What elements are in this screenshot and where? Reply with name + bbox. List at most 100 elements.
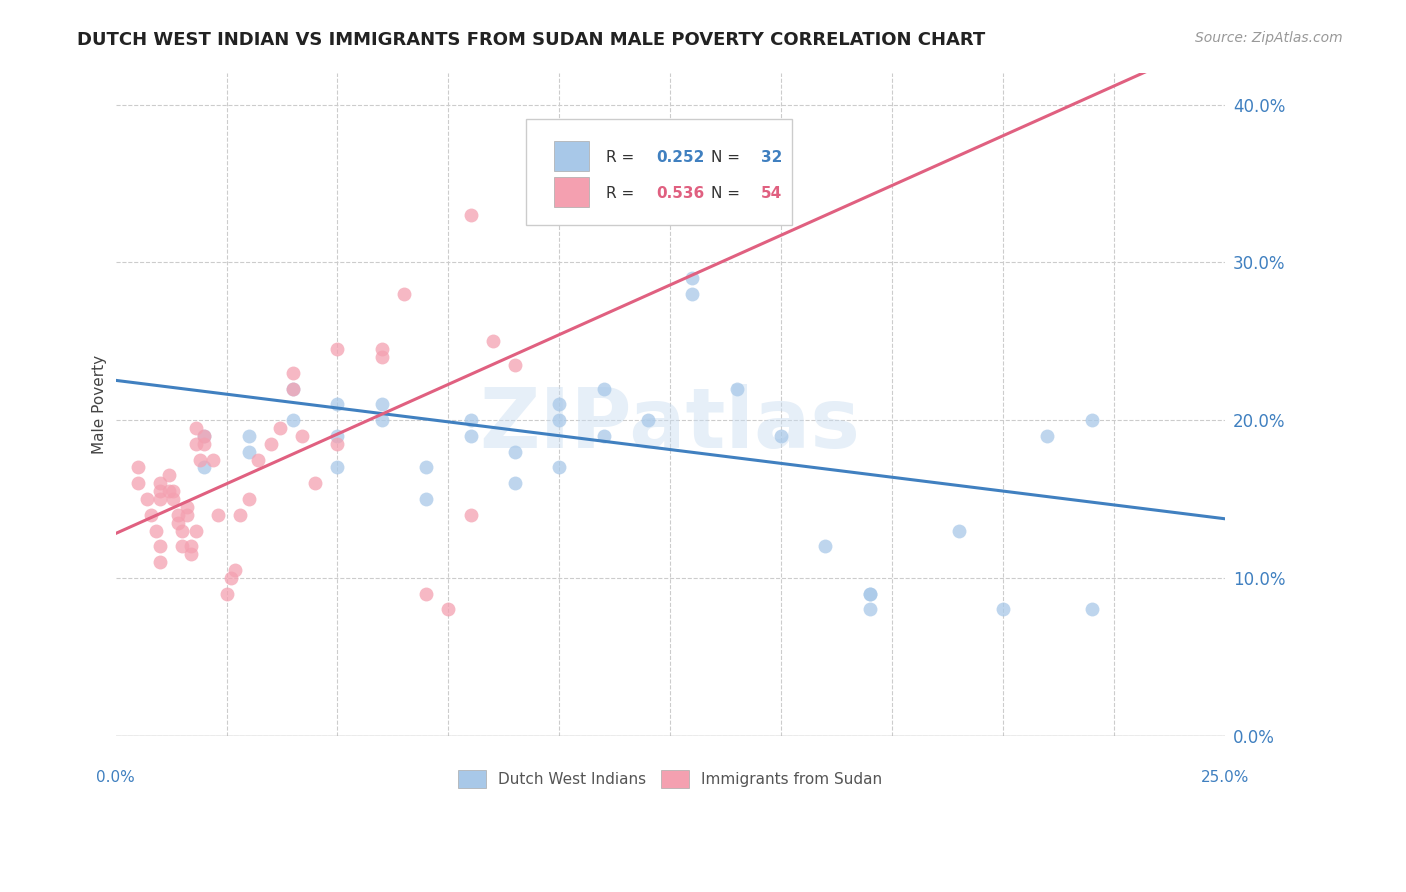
- Point: [127, 476, 149, 491]
- Point: [149, 555, 172, 569]
- Point: [135, 491, 157, 506]
- Point: [162, 491, 184, 506]
- Point: [202, 452, 225, 467]
- Point: [176, 508, 198, 522]
- Point: [157, 468, 180, 483]
- Point: [859, 602, 882, 616]
- Point: [166, 508, 188, 522]
- Point: [188, 452, 211, 467]
- Point: [859, 587, 882, 601]
- Point: [207, 508, 229, 522]
- Point: [172, 524, 194, 538]
- Point: [371, 413, 394, 427]
- Point: [592, 429, 614, 443]
- Point: [415, 587, 437, 601]
- Text: 0.536: 0.536: [655, 186, 704, 201]
- Point: [548, 413, 571, 427]
- Y-axis label: Male Poverty: Male Poverty: [93, 355, 107, 454]
- Text: 54: 54: [761, 186, 782, 201]
- Point: [281, 382, 304, 396]
- Point: [371, 342, 394, 356]
- Point: [503, 444, 526, 458]
- Point: [503, 358, 526, 372]
- Point: [326, 397, 349, 411]
- Point: [193, 437, 215, 451]
- Point: [415, 491, 437, 506]
- Point: [149, 491, 172, 506]
- Point: [681, 271, 703, 285]
- Point: [291, 429, 314, 443]
- Point: [176, 500, 198, 514]
- Point: [281, 413, 304, 427]
- Point: [770, 429, 793, 443]
- Point: [948, 524, 970, 538]
- Point: [637, 413, 659, 427]
- Point: [184, 421, 207, 435]
- Text: ZIPatlas: ZIPatlas: [479, 384, 860, 465]
- Point: [215, 587, 238, 601]
- Point: [193, 429, 215, 443]
- Point: [180, 539, 202, 553]
- Point: [193, 460, 215, 475]
- Point: [238, 429, 260, 443]
- Point: [548, 129, 571, 144]
- Point: [166, 516, 188, 530]
- Point: [415, 460, 437, 475]
- Point: [157, 484, 180, 499]
- FancyBboxPatch shape: [554, 141, 589, 171]
- Point: [184, 524, 207, 538]
- Point: [481, 334, 503, 349]
- Point: [460, 413, 482, 427]
- Point: [172, 539, 194, 553]
- FancyBboxPatch shape: [526, 120, 792, 226]
- Point: [224, 563, 246, 577]
- Point: [260, 437, 283, 451]
- Point: [145, 524, 167, 538]
- Point: [1036, 429, 1059, 443]
- Text: DUTCH WEST INDIAN VS IMMIGRANTS FROM SUDAN MALE POVERTY CORRELATION CHART: DUTCH WEST INDIAN VS IMMIGRANTS FROM SUD…: [77, 31, 986, 49]
- Point: [304, 476, 326, 491]
- FancyBboxPatch shape: [554, 178, 589, 207]
- Point: [770, 161, 793, 175]
- Text: R =: R =: [606, 151, 638, 165]
- Point: [991, 602, 1014, 616]
- Text: 32: 32: [761, 151, 783, 165]
- Point: [238, 491, 260, 506]
- Text: 25.0%: 25.0%: [1201, 770, 1249, 785]
- Point: [219, 571, 242, 585]
- Point: [460, 508, 482, 522]
- Point: [193, 429, 215, 443]
- Point: [229, 508, 252, 522]
- Point: [127, 460, 149, 475]
- Text: 0.0%: 0.0%: [96, 770, 135, 785]
- Text: 0.252: 0.252: [655, 151, 704, 165]
- Text: N =: N =: [711, 186, 745, 201]
- Point: [326, 437, 349, 451]
- Point: [326, 460, 349, 475]
- Point: [503, 476, 526, 491]
- Point: [281, 382, 304, 396]
- Point: [460, 429, 482, 443]
- Legend: Dutch West Indians, Immigrants from Sudan: Dutch West Indians, Immigrants from Suda…: [453, 764, 889, 794]
- Point: [725, 382, 748, 396]
- Point: [437, 602, 460, 616]
- Point: [859, 587, 882, 601]
- Point: [371, 350, 394, 364]
- Point: [180, 547, 202, 561]
- Point: [149, 484, 172, 499]
- Point: [548, 397, 571, 411]
- Text: Source: ZipAtlas.com: Source: ZipAtlas.com: [1195, 31, 1343, 45]
- Point: [548, 460, 571, 475]
- Point: [371, 397, 394, 411]
- Point: [326, 429, 349, 443]
- Text: N =: N =: [711, 151, 745, 165]
- Point: [184, 437, 207, 451]
- Point: [149, 539, 172, 553]
- Point: [149, 476, 172, 491]
- Point: [141, 508, 163, 522]
- Point: [392, 286, 415, 301]
- Point: [814, 539, 837, 553]
- Point: [281, 366, 304, 380]
- Point: [592, 382, 614, 396]
- Point: [1080, 413, 1102, 427]
